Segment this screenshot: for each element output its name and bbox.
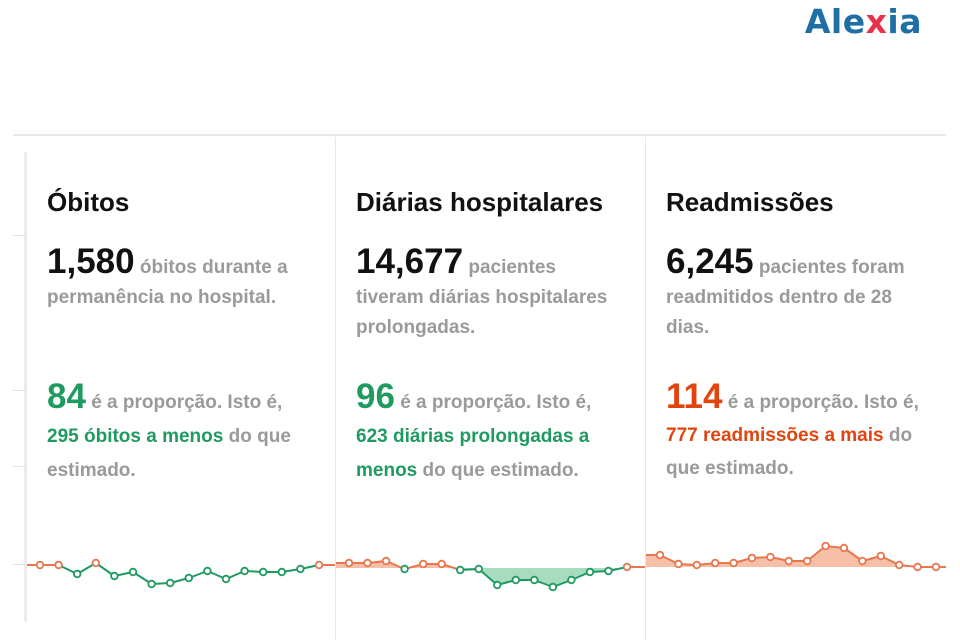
ratio-text: é a proporção. Isto é, <box>85 392 283 413</box>
sparkline-point <box>363 558 372 568</box>
sparkline-point <box>766 552 775 562</box>
difference-highlight: 295 óbitos a menos <box>47 426 224 447</box>
sparkline-point <box>296 564 305 574</box>
sparkline-point <box>729 558 738 568</box>
card-diarias-hospitalares[interactable]: Diárias hospitalares 14,677 pacientes ti… <box>336 137 646 640</box>
count-description: pacientes tiveram diárias hospitalares p… <box>356 257 608 338</box>
count-description: óbitos durante a permanência no hospital… <box>47 257 288 308</box>
sparkline-point <box>437 559 446 569</box>
sparkline-point <box>530 575 539 585</box>
ratio-value: 96 <box>356 377 395 416</box>
sparkline-point <box>839 543 849 553</box>
sparkline-point <box>128 567 138 577</box>
card-readmissoes[interactable]: Readmissões 6,245 pacientes foram readmi… <box>646 137 946 640</box>
difference-highlight: 623 diárias prolongadas a menos <box>356 426 590 481</box>
sparkline-point <box>110 571 119 581</box>
sparkline-point <box>165 578 175 588</box>
sparkline-point <box>622 562 632 572</box>
count-value: 1,580 <box>47 242 135 281</box>
sparkline-point <box>493 580 502 590</box>
sparkline-point <box>418 559 428 569</box>
sparkline-point <box>221 574 231 584</box>
difference-highlight: 777 readmissões a mais <box>666 425 884 446</box>
axis-tick <box>12 390 26 391</box>
axis-tick <box>12 466 26 467</box>
ratio-text: é a proporção. Isto é, <box>722 392 919 413</box>
sparkline-point <box>784 556 793 566</box>
sparkline-point <box>455 565 465 575</box>
sparkline-point <box>147 579 156 589</box>
sparkline-chart <box>646 542 946 572</box>
sparkline-chart <box>27 558 335 589</box>
ratio-statement: 84 é a proporção. Isto é, 295 óbitos a m… <box>47 377 317 488</box>
sparkline-point <box>54 560 63 570</box>
sparkline-point <box>35 560 45 570</box>
ratio-value: 84 <box>47 377 86 416</box>
ratio-statement: 114 é a proporção. Isto é, 777 readmissõ… <box>666 377 936 485</box>
ratio-statement: 96 é a proporção. Isto é, 623 diárias pr… <box>356 377 626 488</box>
ratio-tail: do que estimado. <box>417 460 579 481</box>
count-description: pacientes foram readmitidos dentro de 28… <box>666 257 905 338</box>
sparkline-point <box>931 562 941 572</box>
sparkline-point <box>91 558 100 568</box>
sparkline-point <box>73 569 82 579</box>
sparkline-point <box>548 582 558 592</box>
count-value: 6,245 <box>666 242 754 281</box>
sparkline-point <box>314 560 324 570</box>
sparkline-point <box>913 562 922 572</box>
sparkline-point <box>876 551 885 561</box>
sparkline-point <box>567 575 576 585</box>
count-statement: 1,580 óbitos durante a permanência no ho… <box>47 244 317 313</box>
alexia-logo: Alexia <box>804 2 922 41</box>
sparkline-point <box>184 573 193 583</box>
ratio-value: 114 <box>666 377 723 416</box>
sparkline-point <box>747 553 757 563</box>
card-title: Readmissões <box>666 187 834 217</box>
sparkline-point <box>604 566 613 576</box>
axis-tick <box>12 235 26 236</box>
sparkline-point <box>474 564 483 574</box>
sparkline-point <box>203 566 212 576</box>
sparkline-point <box>894 560 904 570</box>
sparkline-point <box>381 556 391 566</box>
card-title: Diárias hospitalares <box>356 187 604 217</box>
ratio-text: é a proporção. Isto é, <box>394 392 592 413</box>
panel-left-edge <box>24 152 27 622</box>
sparkline-point <box>344 558 354 568</box>
card-obitos[interactable]: Óbitos 1,580 óbitos durante a permanênci… <box>27 137 336 640</box>
card-title: Óbitos <box>47 187 130 217</box>
count-statement: 14,677 pacientes tiveram diárias hospita… <box>356 244 626 343</box>
sparkline-chart <box>336 556 645 592</box>
above-expected-area <box>646 546 946 567</box>
sparkline-point <box>692 560 701 570</box>
sparkline-point <box>277 567 286 577</box>
sparkline-point <box>674 559 683 569</box>
count-value: 14,677 <box>356 242 464 281</box>
sparkline-point <box>511 575 520 585</box>
count-statement: 6,245 pacientes foram readmitidos dentro… <box>666 244 936 343</box>
header-divider <box>13 134 946 136</box>
sparkline-point <box>400 564 409 574</box>
sparkline-point <box>585 567 595 577</box>
sparkline-point <box>655 550 665 560</box>
sparkline-point <box>240 566 249 576</box>
axis-tick <box>12 564 26 565</box>
sparkline-point <box>710 558 720 568</box>
ratio-tail: do que estimado. <box>666 425 913 479</box>
ratio-tail: do que estimado. <box>47 426 291 481</box>
sparkline-point <box>802 556 812 566</box>
sparkline-point <box>258 567 268 577</box>
sparkline-point <box>821 542 830 551</box>
sparkline-point <box>858 556 867 566</box>
